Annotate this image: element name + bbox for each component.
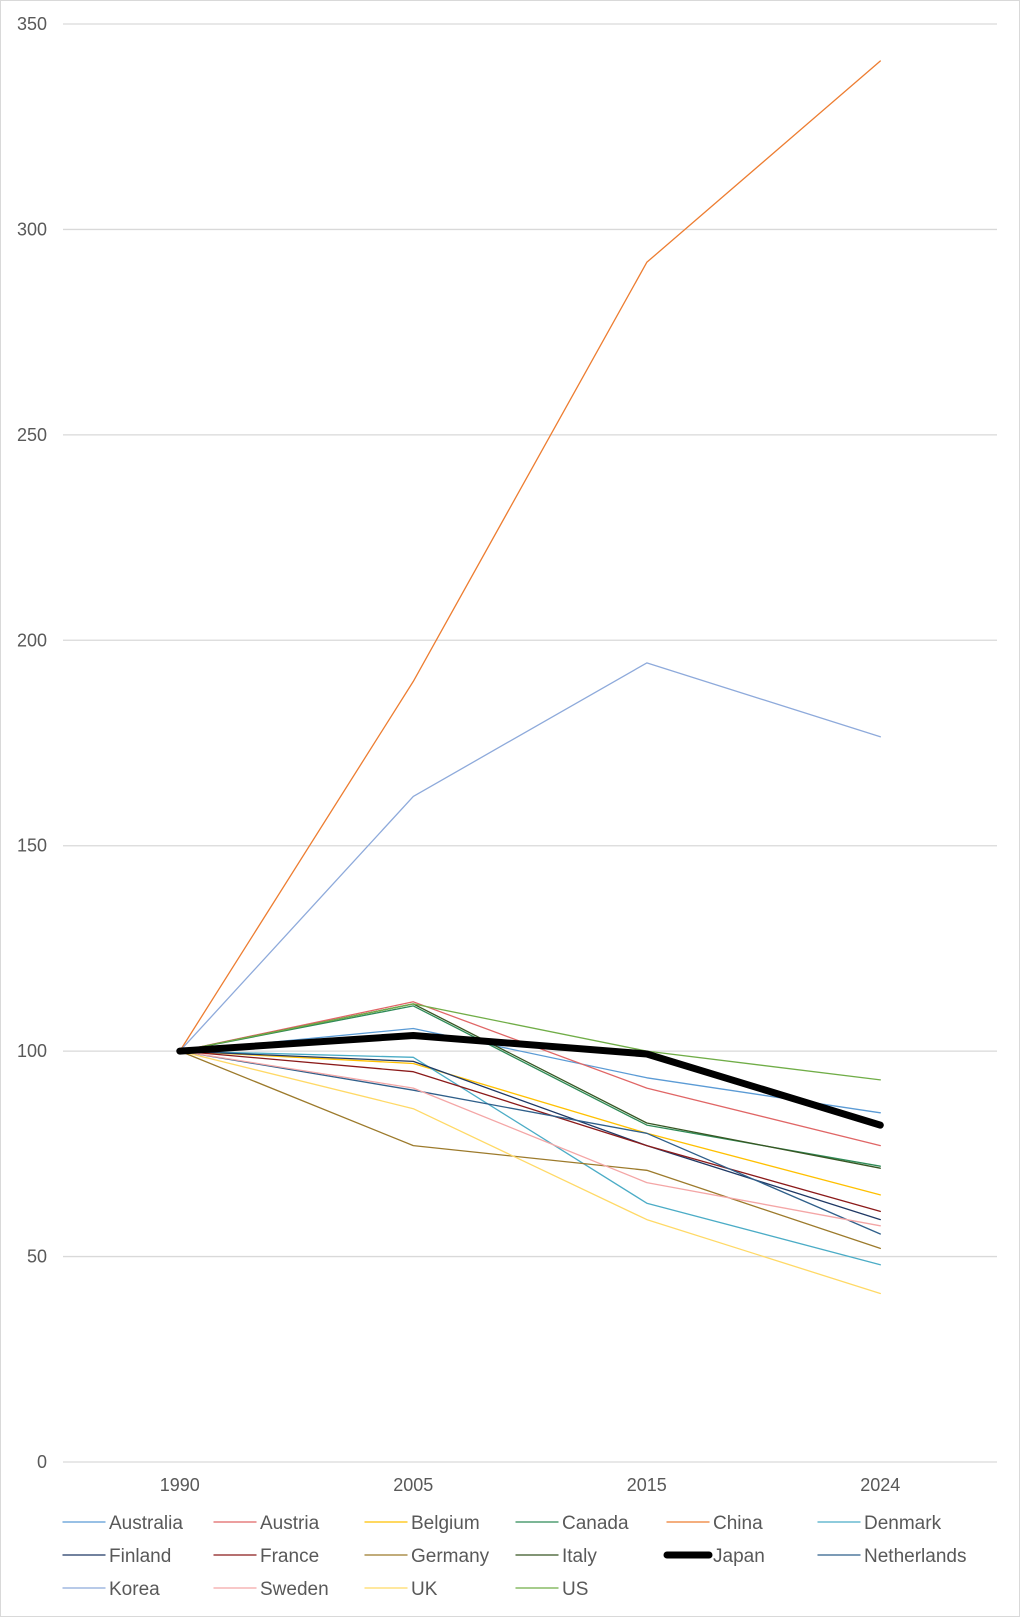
legend-label-china: China — [713, 1513, 763, 1534]
y-tick-label-100: 100 — [17, 1041, 47, 1061]
y-tick-label-300: 300 — [17, 219, 47, 239]
y-axis-ticks: 0 50 100 150 200 250 300 350 — [17, 14, 47, 1472]
legend: Australia Austria Belgium Canada China Denmar… — [62, 1513, 966, 1600]
legend-label-uk: UK — [411, 1579, 438, 1600]
legend-label-austria: Austria — [260, 1513, 320, 1534]
legend-label-canada: Canada — [562, 1513, 629, 1534]
series-line-us — [179, 1003, 881, 1081]
series-line-denmark — [179, 1050, 881, 1266]
legend-label-us: US — [562, 1579, 588, 1600]
legend-label-finland: Finland — [109, 1546, 171, 1567]
legend-label-sweden: Sweden — [260, 1579, 329, 1600]
series-line-austria — [179, 1001, 881, 1147]
y-tick-label-250: 250 — [17, 425, 47, 445]
y-tick-label-0: 0 — [37, 1452, 47, 1472]
series-line-germany — [179, 1050, 881, 1250]
legend-label-germany: Germany — [411, 1546, 490, 1567]
series-line-netherlands — [179, 1050, 881, 1235]
legend-label-netherlands: Netherlands — [864, 1546, 966, 1567]
x-tick-label-2015: 2015 — [627, 1475, 667, 1495]
y-tick-label-150: 150 — [17, 836, 47, 856]
y-tick-label-350: 350 — [17, 14, 47, 34]
x-tick-label-2005: 2005 — [393, 1475, 433, 1495]
series-line-korea — [179, 662, 881, 1052]
legend-label-korea: Korea — [109, 1579, 160, 1600]
series-line-china — [179, 60, 881, 1052]
series-line-belgium — [179, 1050, 881, 1196]
y-tick-label-50: 50 — [27, 1247, 47, 1267]
gridlines — [63, 23, 997, 1463]
legend-label-japan: Japan — [713, 1546, 765, 1567]
x-tick-label-1990: 1990 — [160, 1475, 200, 1495]
series-line-uk — [179, 1050, 881, 1295]
series-line-sweden — [179, 1050, 881, 1227]
legend-label-belgium: Belgium — [411, 1513, 480, 1534]
series-line-japan — [176, 1032, 884, 1129]
series-line-france — [179, 1050, 881, 1213]
x-tick-label-2024: 2024 — [860, 1475, 900, 1495]
series-lines — [176, 60, 884, 1295]
legend-label-italy: Italy — [562, 1546, 597, 1567]
y-tick-label-200: 200 — [17, 630, 47, 650]
series-line-finland — [179, 1050, 881, 1221]
legend-label-denmark: Denmark — [864, 1513, 942, 1534]
x-axis-ticks: 1990 2005 2015 2024 — [160, 1475, 901, 1495]
legend-label-france: France — [260, 1546, 319, 1567]
legend-label-australia: Australia — [109, 1513, 183, 1534]
